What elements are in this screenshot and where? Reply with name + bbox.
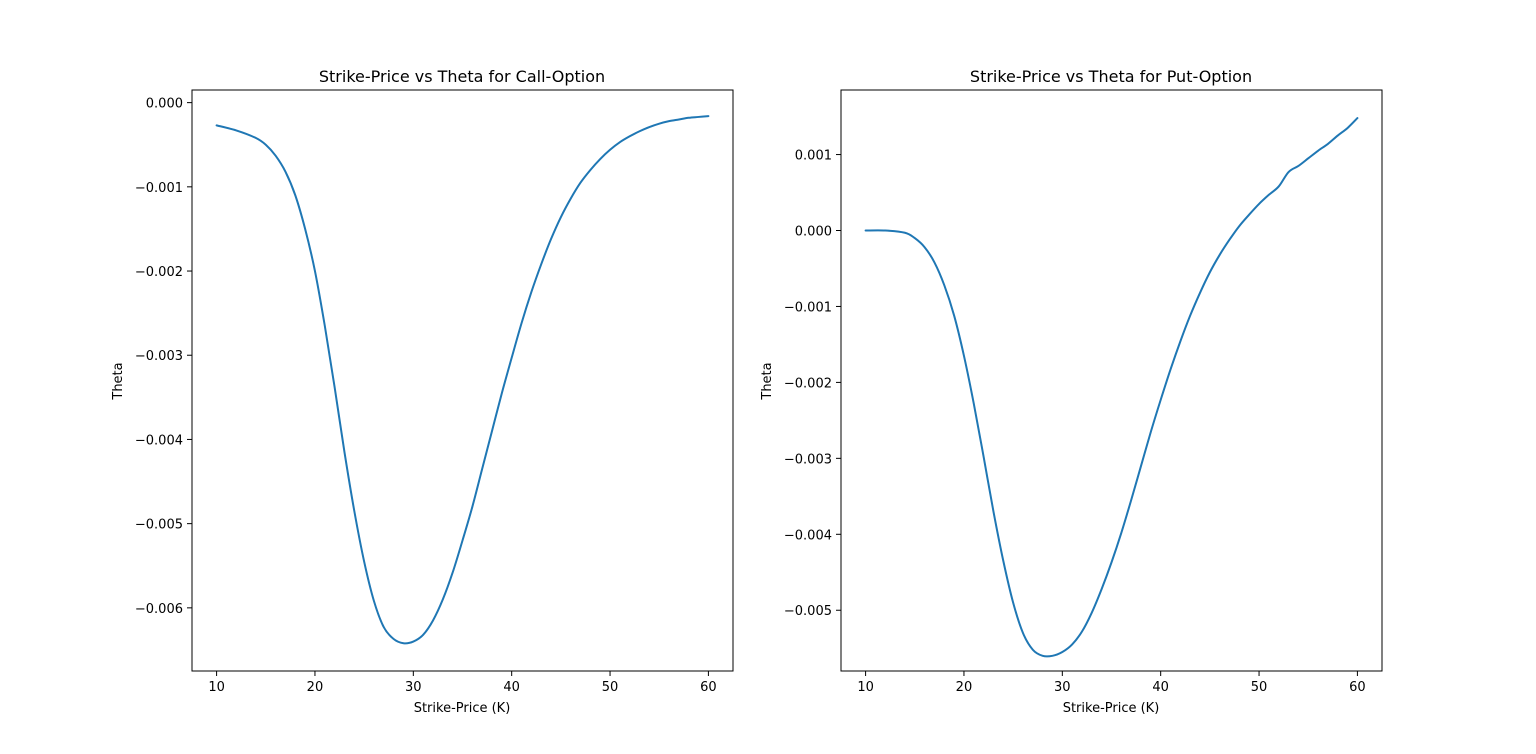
call-x-tick-label: 60 (700, 680, 717, 695)
call-x-tick-label: 40 (503, 680, 520, 695)
put-theta-line (864, 117, 1359, 658)
call-y-tick-label: 0.000 (146, 97, 183, 112)
put-y-ticks: 0.001 0.000 −0.001 −0.002 −0.003 −0.004 −0.005 (784, 149, 841, 619)
put-y-tick-label: −0.004 (784, 528, 832, 543)
put-plot-frame (840, 89, 1383, 672)
put-y-tick-label: −0.002 (784, 376, 832, 391)
call-y-tick-label: −0.001 (135, 181, 183, 196)
call-y-tick-label: −0.006 (135, 602, 183, 617)
call-y-tick-label: −0.003 (135, 349, 183, 364)
put-x-tick-label: 40 (1152, 680, 1169, 695)
put-y-tick-label: −0.001 (784, 300, 832, 315)
put-x-tick-label: 10 (857, 680, 874, 695)
put-x-tick-label: 30 (1054, 680, 1071, 695)
call-x-tick-label: 50 (602, 680, 619, 695)
put-option-subplot: Strike-Price vs Theta for Put-Option 10 2… (760, 67, 1383, 716)
put-x-tick-label: 50 (1251, 680, 1268, 695)
call-option-subplot: Strike-Price vs Theta for Call-Option 10… (111, 67, 734, 716)
put-y-tick-label: 0.001 (795, 149, 832, 164)
call-plot-frame (191, 89, 734, 672)
call-y-tick-label: −0.004 (135, 433, 183, 448)
call-x-ticks: 10 20 30 40 50 60 (208, 671, 717, 695)
put-x-tick-label: 60 (1349, 680, 1366, 695)
put-chart-title: Strike-Price vs Theta for Put-Option (970, 67, 1252, 86)
put-x-axis-label: Strike-Price (K) (1063, 701, 1160, 716)
put-x-tick-label: 20 (956, 680, 973, 695)
put-y-axis-label: Theta (760, 362, 775, 400)
call-x-tick-label: 30 (405, 680, 422, 695)
call-x-axis-label: Strike-Price (K) (414, 701, 511, 716)
call-y-tick-label: −0.005 (135, 518, 183, 533)
call-theta-line (215, 115, 710, 645)
put-y-tick-label: 0.000 (795, 225, 832, 240)
call-x-tick-label: 10 (208, 680, 225, 695)
call-y-axis-label: Theta (111, 362, 126, 400)
call-y-ticks: 0.000 −0.001 −0.002 −0.003 −0.004 −0.005 −0.00… (135, 97, 192, 617)
put-y-tick-label: −0.005 (784, 604, 832, 619)
call-chart-title: Strike-Price vs Theta for Call-Option (319, 67, 605, 86)
put-y-tick-label: −0.003 (784, 452, 832, 467)
call-x-tick-label: 20 (307, 680, 324, 695)
call-y-tick-label: −0.002 (135, 265, 183, 280)
put-x-ticks: 10 20 30 40 50 60 (857, 671, 1366, 695)
